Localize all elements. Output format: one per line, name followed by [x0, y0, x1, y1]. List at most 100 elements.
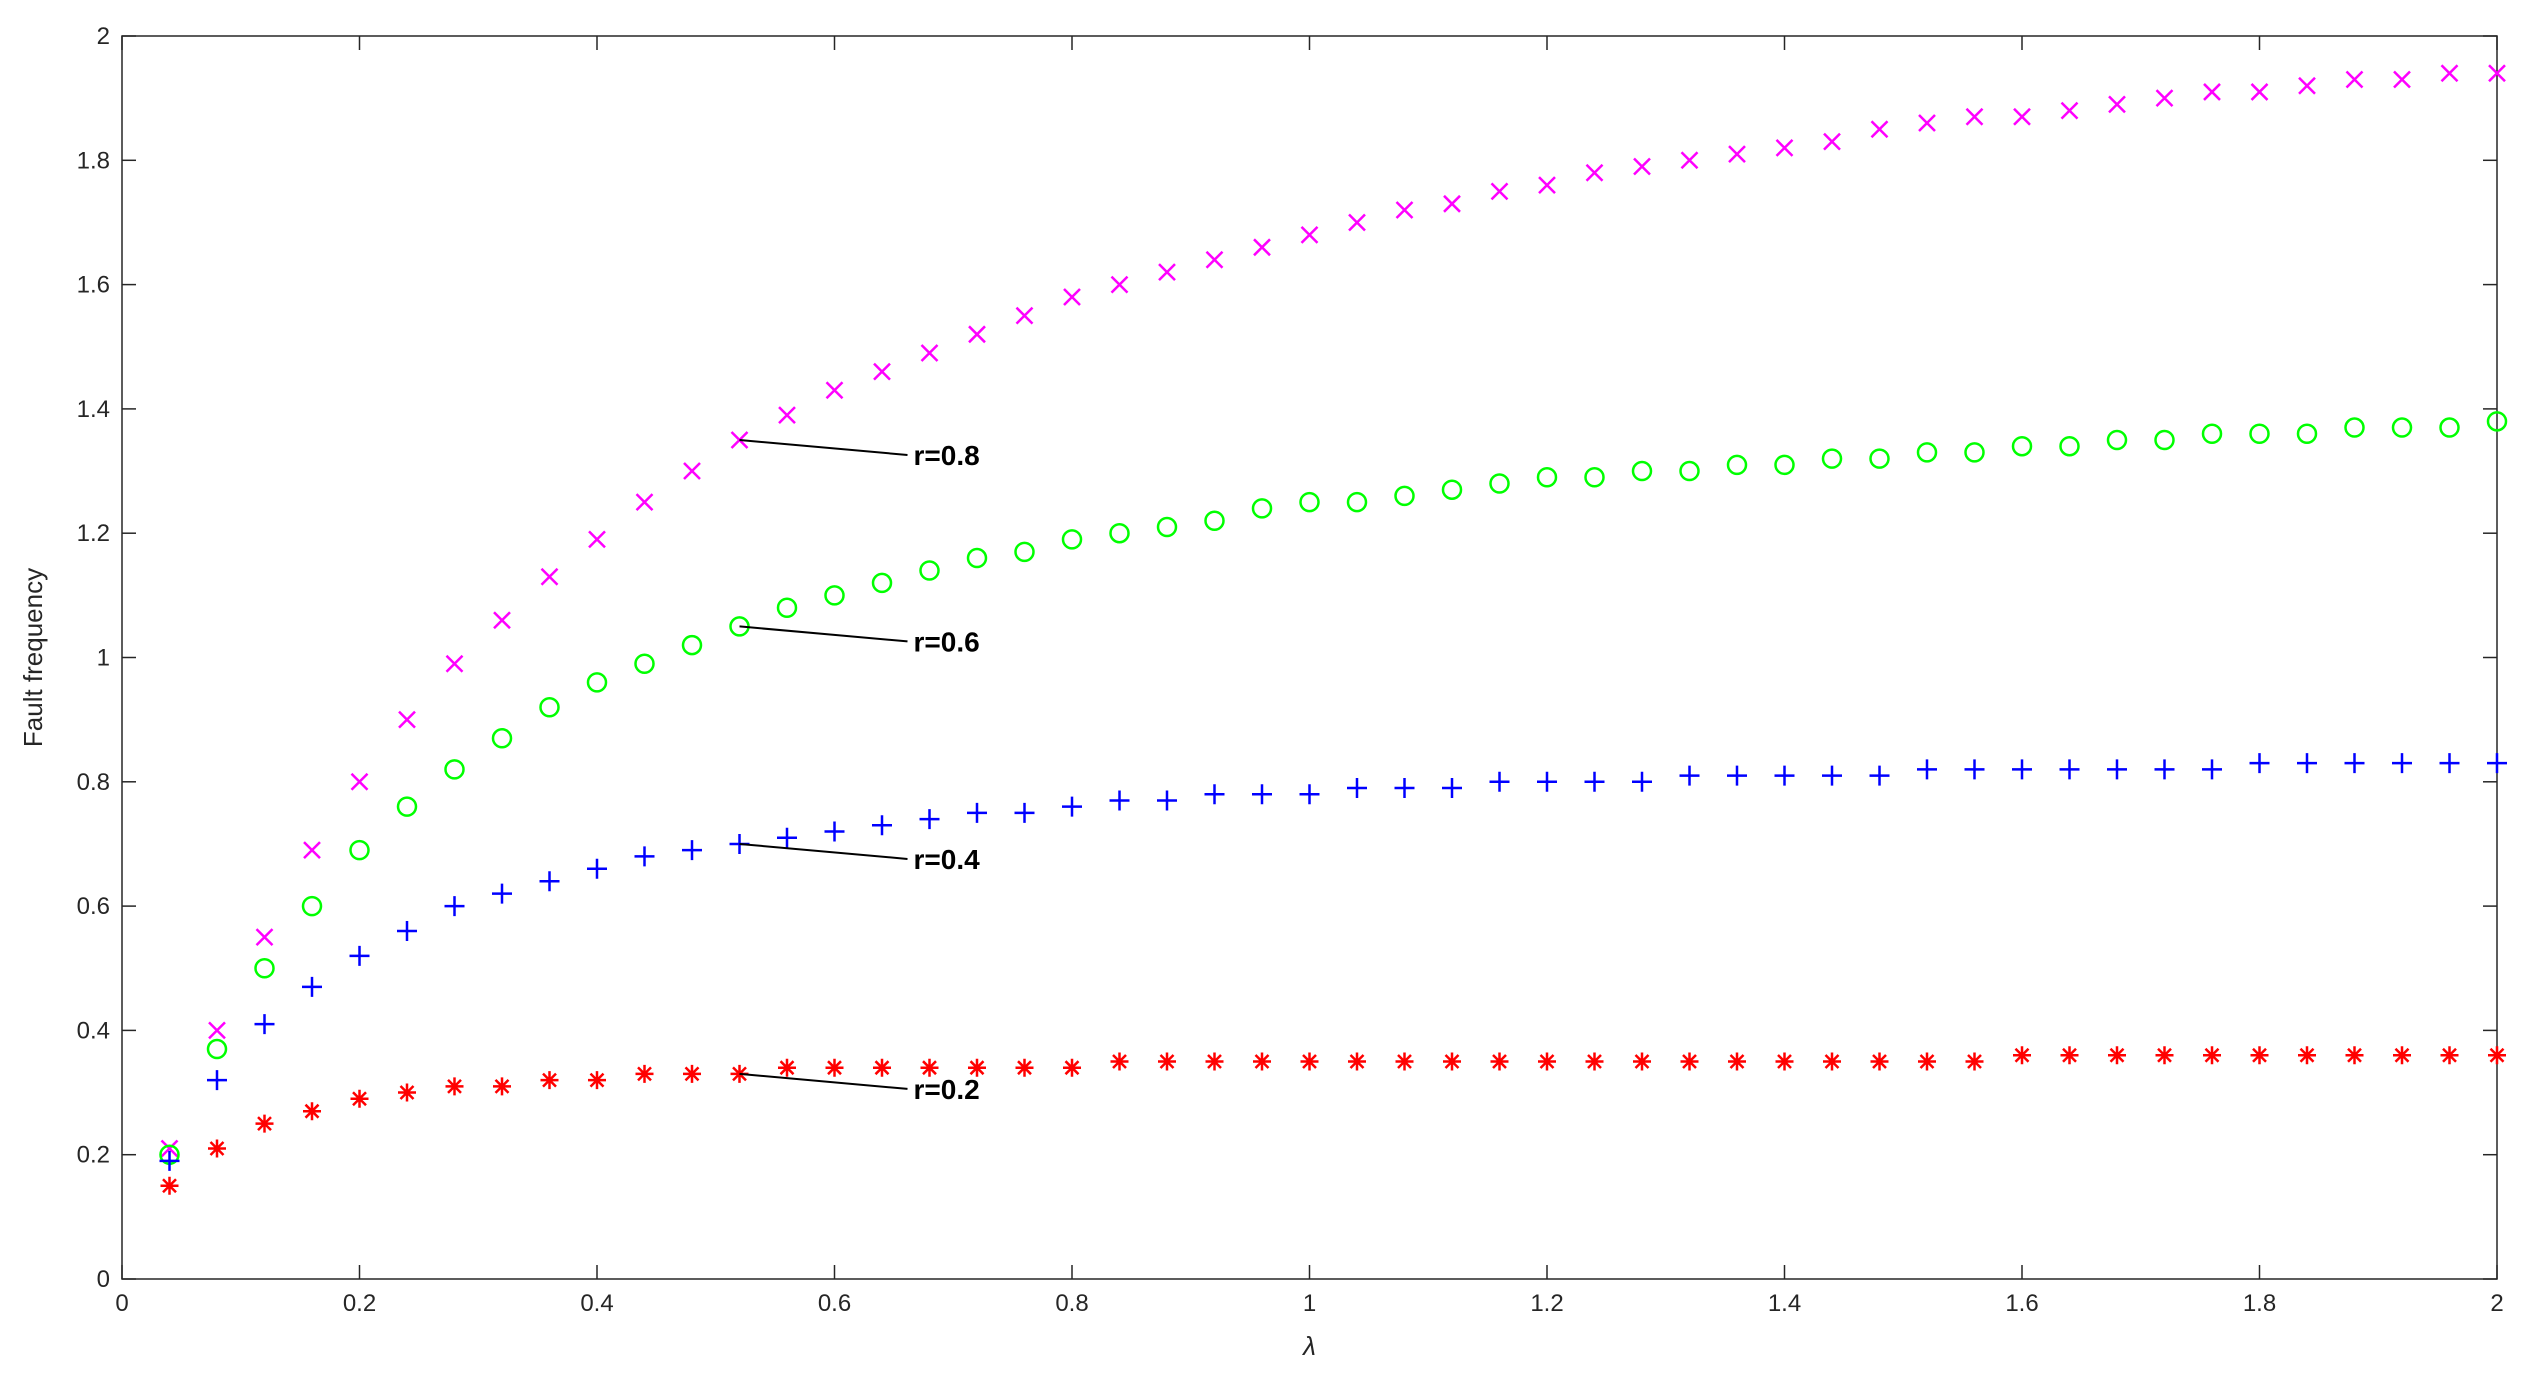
data-point — [1821, 448, 1843, 469]
data-point — [1205, 250, 1224, 269]
data-point — [1728, 145, 1746, 163]
data-point — [919, 560, 940, 581]
data-point — [207, 1070, 227, 1091]
data-point — [1490, 1052, 1509, 1071]
data-point — [1679, 765, 1700, 786]
data-point — [1774, 765, 1795, 786]
data-point — [1680, 1052, 1699, 1071]
data-point — [1633, 157, 1651, 176]
data-point — [2391, 417, 2413, 438]
data-point — [1441, 479, 1463, 500]
data-point — [920, 344, 939, 362]
data-point — [1822, 765, 1842, 786]
annotations: r=0.8 r=0.6 r=0.4 r=0.2 — [739, 438, 981, 1105]
data-markers — [159, 64, 2508, 1195]
data-point — [1823, 1052, 1841, 1071]
data-point — [1538, 176, 1556, 195]
data-point — [2155, 89, 2174, 108]
data-point — [588, 1071, 606, 1090]
data-point — [1775, 138, 1794, 157]
annotation-leader-line — [739, 1072, 908, 1090]
data-point — [1251, 498, 1273, 519]
y-tick-label: 2 — [97, 23, 110, 50]
data-point — [492, 883, 512, 904]
data-point — [1300, 1052, 1319, 1071]
data-point — [1394, 778, 1415, 799]
data-point — [1062, 796, 1082, 817]
data-point — [778, 406, 796, 424]
data-point — [635, 493, 654, 512]
data-point — [160, 1139, 179, 1158]
data-point — [1015, 306, 1034, 325]
data-point — [778, 1058, 796, 1077]
annotation-leader-line — [739, 438, 908, 456]
data-point — [2107, 759, 2127, 780]
data-point — [539, 696, 560, 718]
data-point — [1110, 1052, 1129, 1071]
y-tick-label: 0.8 — [77, 769, 110, 796]
data-point — [1348, 1052, 1366, 1071]
annotation-label: r=0.6 — [914, 626, 980, 657]
data-point — [2297, 753, 2317, 774]
data-point — [397, 920, 417, 941]
data-point — [1869, 765, 1890, 786]
data-point — [1965, 107, 1984, 126]
data-point — [160, 1176, 179, 1195]
data-point — [1585, 163, 1604, 182]
data-point — [2392, 753, 2412, 774]
data-point — [1679, 460, 1700, 482]
annotation-label: r=0.8 — [914, 440, 980, 471]
data-point — [920, 1058, 939, 1077]
data-point — [1204, 784, 1225, 805]
data-point — [1774, 454, 1795, 476]
x-tick-label: 1.6 — [2005, 1290, 2038, 1317]
data-point — [303, 1102, 321, 1121]
series-0 — [160, 64, 2506, 1158]
data-point — [1632, 771, 1652, 792]
data-point — [2344, 753, 2365, 774]
y-tick-label: 1.4 — [77, 396, 110, 423]
data-point — [873, 362, 891, 381]
data-point — [1395, 201, 1414, 219]
data-point — [540, 1071, 559, 1090]
data-point — [1014, 541, 1035, 563]
data-point — [1015, 1058, 1034, 1077]
data-point — [1156, 516, 1178, 538]
data-point — [635, 1064, 654, 1083]
data-point — [586, 672, 608, 693]
data-point — [1394, 485, 1415, 507]
data-point — [396, 796, 418, 817]
data-point — [301, 895, 323, 917]
data-point — [2250, 83, 2269, 101]
data-point — [2013, 1046, 2031, 1065]
annotation-label: r=0.4 — [914, 844, 981, 875]
data-point — [2249, 423, 2270, 445]
data-point — [540, 567, 559, 586]
data-point — [1727, 765, 1747, 786]
x-tick-label: 2 — [2490, 1290, 2503, 1317]
data-point — [444, 896, 465, 917]
data-point — [2203, 1046, 2221, 1065]
data-point — [967, 802, 987, 823]
data-point — [1489, 473, 1510, 494]
data-point — [2440, 64, 2459, 83]
y-tick-label: 1.6 — [77, 272, 110, 299]
data-point — [2439, 753, 2460, 774]
data-point — [1347, 778, 1367, 799]
data-point — [1061, 529, 1083, 550]
data-point — [398, 710, 416, 729]
data-point — [1585, 1052, 1604, 1071]
data-point — [1109, 790, 1130, 811]
data-point — [2154, 429, 2175, 451]
data-point — [1870, 1052, 1889, 1071]
annotation-leader-line — [739, 842, 908, 860]
y-axis: 0 0.2 0.4 0.6 0.8 1 1.2 1.4 1.6 1.8 2 — [77, 23, 2497, 1293]
x-tick-label: 1.4 — [1768, 1290, 1801, 1317]
data-point — [1584, 771, 1605, 792]
data-point — [777, 827, 797, 848]
x-tick-label: 0.4 — [580, 1290, 613, 1317]
data-point — [1633, 1052, 1651, 1071]
data-point — [2154, 759, 2175, 780]
data-point — [1252, 784, 1272, 805]
